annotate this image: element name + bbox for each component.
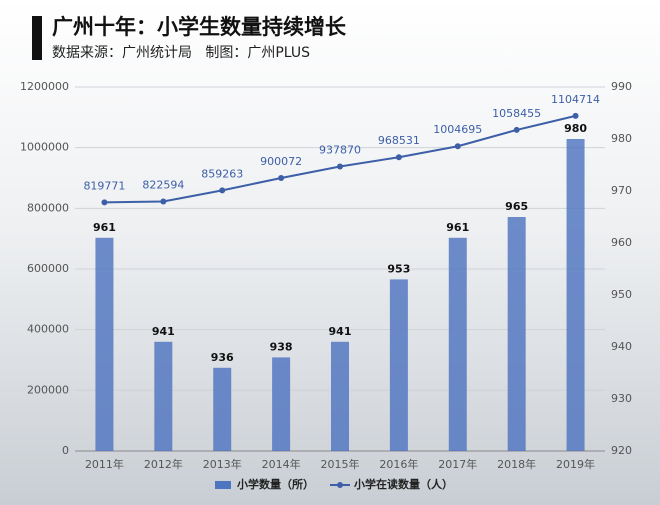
legend-label: 小学数量（所） [236,477,314,491]
bar [507,217,526,451]
x-tick-label: 2015年 [321,457,360,471]
line-label: 859263 [201,167,243,180]
bar [272,357,291,451]
y2-tick-label: 950 [611,288,632,301]
line-label: 968531 [378,134,420,147]
bar [331,341,349,451]
bar-label: 965 [505,200,528,213]
line-point [101,199,108,206]
line-label: 1058455 [492,107,541,120]
y-tick-label: 400000 [27,323,69,336]
bar-label: 953 [387,262,410,275]
x-tick-label: 2019年 [556,457,595,471]
y2-tick-label: 920 [611,444,632,457]
x-tick-label: 2013年 [203,457,242,471]
bar [95,237,114,451]
chart-subtitle: 数据来源：广州统计局 制图：广州PLUS [52,45,310,61]
bar [448,237,467,451]
chart-title: 广州十年：小学生数量持续增长 [52,15,347,39]
bar-label: 938 [270,340,293,353]
bar-label: 980 [564,122,587,135]
line-label: 819771 [83,179,125,192]
bar [566,139,585,451]
y2-tick-label: 940 [611,340,632,353]
legend-swatch [215,481,231,489]
y-tick-label: 800000 [27,201,69,214]
line-label: 937870 [319,144,361,157]
bar-label: 961 [446,221,469,234]
line-point [337,163,343,170]
x-tick-label: 2012年 [144,457,183,471]
bar-label: 936 [211,351,234,364]
y2-tick-label: 990 [611,80,632,93]
line-point [219,187,226,194]
y-tick-label: 1000000 [20,141,69,154]
line-point [572,112,579,119]
line-point [160,198,167,205]
bar [389,279,408,451]
line-point [278,174,285,181]
line-label: 1004695 [433,123,482,136]
bar [213,367,232,451]
x-tick-label: 2018年 [497,457,536,471]
y-tick-label: 1200000 [20,80,69,93]
y-tick-label: 200000 [27,383,69,396]
legend-label: 小学在读数量（人） [353,477,453,491]
y2-tick-label: 970 [611,184,632,197]
bar-label: 941 [152,325,175,338]
line-point [513,126,520,133]
y2-tick-label: 930 [611,392,632,405]
line-point [395,154,402,161]
x-tick-label: 2014年 [262,457,301,471]
line-label: 822594 [142,178,184,191]
x-tick-label: 2016年 [379,457,418,471]
line-point [454,143,461,150]
y-tick-label: 0 [62,444,69,457]
x-tick-label: 2017年 [438,457,477,471]
x-tick-label: 2011年 [85,457,124,471]
y2-tick-label: 960 [611,236,632,249]
line-label: 900072 [260,155,302,168]
y-tick-label: 600000 [27,262,69,275]
bar-label: 941 [329,325,352,338]
bar [154,341,173,451]
legend-swatch [337,482,343,488]
title-bar [32,16,42,60]
line-label: 1104714 [551,93,600,106]
y2-tick-label: 980 [611,132,632,145]
bar-label: 961 [93,221,116,234]
